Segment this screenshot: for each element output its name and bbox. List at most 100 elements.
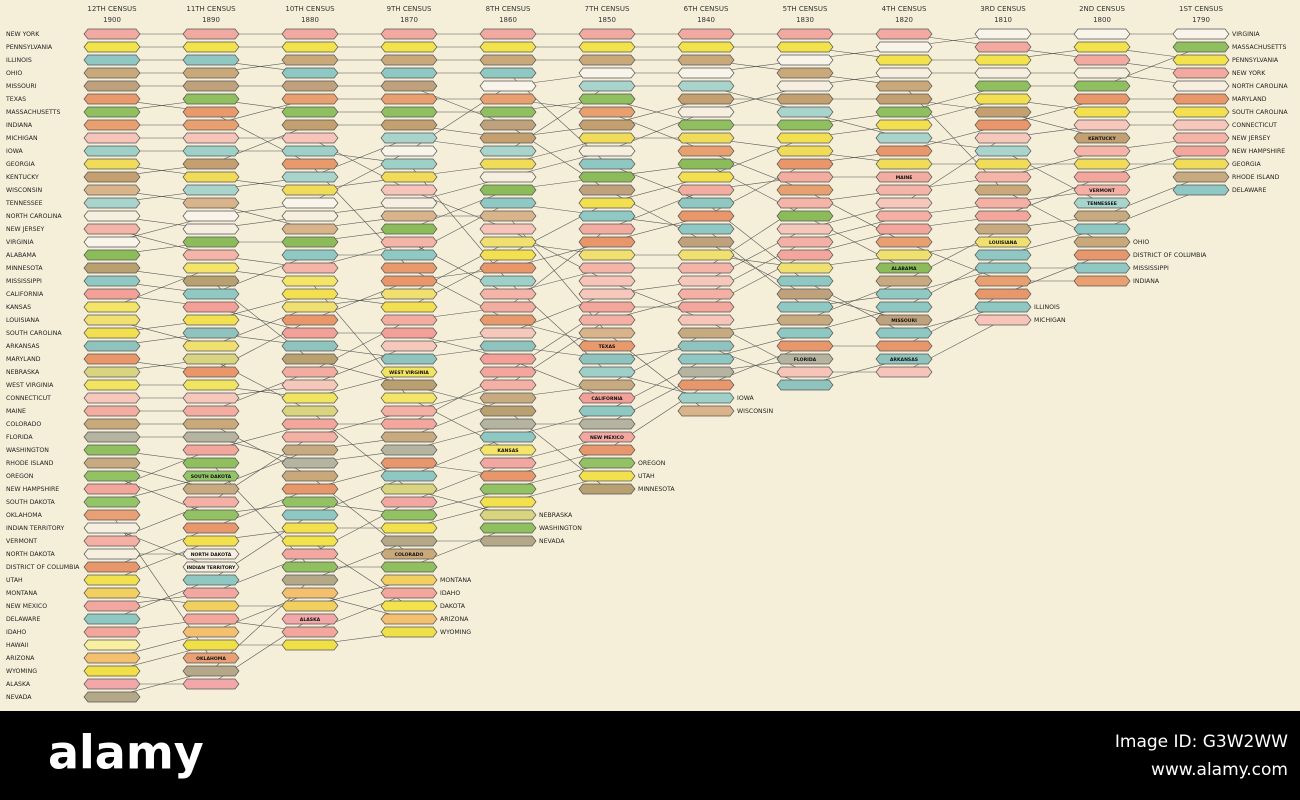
badge	[281, 496, 339, 508]
badge	[380, 561, 438, 573]
badge	[479, 405, 537, 417]
badge-label: MAINE	[896, 175, 913, 181]
badge	[1073, 223, 1131, 235]
badge	[83, 314, 141, 326]
badge	[83, 275, 141, 287]
badge	[1172, 67, 1230, 79]
badge	[1172, 184, 1230, 196]
badge	[974, 301, 1032, 313]
badge	[380, 457, 438, 469]
badge	[677, 314, 735, 326]
badge	[677, 236, 735, 248]
badge	[83, 535, 141, 547]
badge	[875, 366, 933, 378]
state-label: INDIAN TERRITORY	[6, 525, 65, 532]
badge	[1073, 54, 1131, 66]
badge	[974, 28, 1032, 40]
badge	[182, 197, 240, 209]
badge	[83, 379, 141, 391]
badge	[83, 327, 141, 339]
badge	[380, 600, 438, 612]
badge	[974, 223, 1032, 235]
state-label: UTAH	[6, 577, 23, 584]
badge-label: CALIFORNIA	[591, 396, 623, 402]
badge	[578, 106, 636, 118]
badge-label: COLORADO	[395, 552, 424, 558]
badge	[83, 587, 141, 599]
badge	[380, 392, 438, 404]
badge	[83, 301, 141, 313]
badge	[83, 119, 141, 131]
badge	[479, 158, 537, 170]
badge	[281, 158, 339, 170]
census-year: 1790	[1192, 16, 1210, 24]
badge	[974, 93, 1032, 105]
state-label: WYOMING	[440, 629, 471, 636]
badge	[776, 249, 834, 261]
census-year: 1800	[1093, 16, 1111, 24]
badge-label: KENTUCKY	[1088, 136, 1116, 142]
state-label: WISCONSIN	[6, 187, 42, 194]
badge	[182, 522, 240, 534]
state-label: MICHIGAN	[6, 135, 38, 142]
badge-label: NORTH DAKOTA	[191, 552, 232, 558]
census-name: 3RD CENSUS	[980, 5, 1026, 13]
badge	[281, 80, 339, 92]
badge-label: SOUTH DAKOTA	[191, 474, 232, 480]
badge	[677, 106, 735, 118]
badge	[1172, 106, 1230, 118]
badge	[182, 470, 240, 482]
badge	[281, 93, 339, 105]
badge	[281, 444, 339, 456]
badge	[1172, 119, 1230, 131]
badge-label: ALASKA	[300, 617, 321, 623]
badge-label: LOUISIANA	[989, 240, 1018, 246]
badge	[182, 431, 240, 443]
badge	[875, 327, 933, 339]
badge	[281, 431, 339, 443]
badge	[1073, 158, 1131, 170]
badge	[380, 275, 438, 287]
footer	[0, 711, 1300, 800]
state-label: OREGON	[638, 460, 666, 467]
badge	[83, 639, 141, 651]
state-label: OREGON	[6, 473, 34, 480]
state-label: HAWAII	[6, 642, 28, 649]
badge	[281, 197, 339, 209]
badges	[83, 28, 1230, 703]
badge	[578, 301, 636, 313]
badge	[479, 262, 537, 274]
badge	[83, 678, 141, 690]
badge	[974, 145, 1032, 157]
badge	[776, 106, 834, 118]
state-label: TENNESSEE	[5, 200, 43, 207]
badge	[182, 444, 240, 456]
badge	[875, 67, 933, 79]
state-label: VIRGINIA	[1232, 31, 1260, 38]
badge	[875, 197, 933, 209]
badge	[380, 119, 438, 131]
badge	[776, 41, 834, 53]
badge	[578, 418, 636, 430]
state-label: NEW JERSEY	[6, 226, 44, 233]
badge	[578, 483, 636, 495]
state-label: OKLAHOMA	[6, 512, 43, 519]
badge	[875, 80, 933, 92]
badge	[479, 54, 537, 66]
badge	[281, 509, 339, 521]
badge	[83, 457, 141, 469]
badge	[83, 171, 141, 183]
badge	[974, 132, 1032, 144]
badge	[974, 197, 1032, 209]
badge	[578, 275, 636, 287]
badge	[182, 132, 240, 144]
state-label: MINNESOTA	[6, 265, 43, 272]
state-label: MASSACHUSETTS	[1232, 44, 1286, 51]
badge	[182, 587, 240, 599]
badge	[578, 444, 636, 456]
badge	[281, 223, 339, 235]
badge	[281, 327, 339, 339]
badge	[281, 561, 339, 573]
badge	[677, 67, 735, 79]
badge	[281, 275, 339, 287]
